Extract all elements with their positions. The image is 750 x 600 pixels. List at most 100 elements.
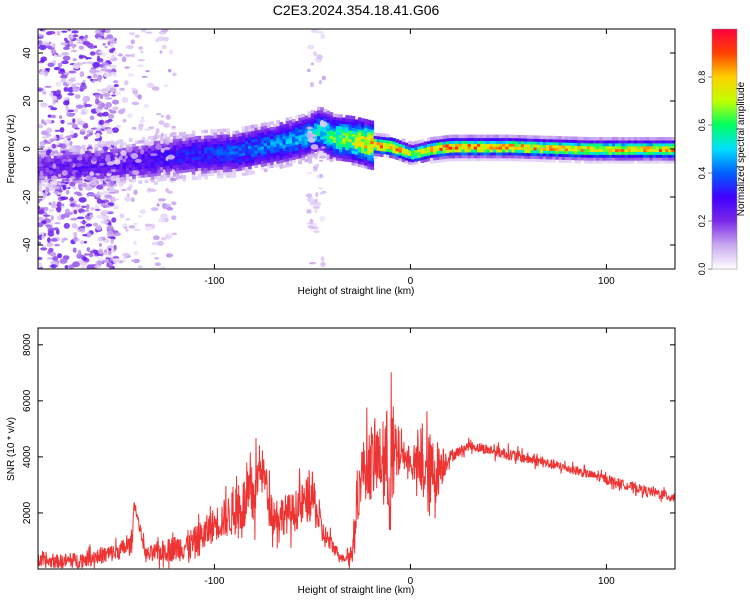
heatmap-noise-blob [119, 87, 126, 91]
heatmap-cell [241, 129, 246, 133]
heatmap-cell [270, 161, 274, 166]
heatmap-cell [182, 166, 186, 170]
heatmap-cell [662, 145, 666, 150]
heatmap-cell [552, 153, 556, 157]
heatmap-cell [179, 152, 183, 156]
heatmap-cell [357, 149, 362, 153]
heatmap-cell [342, 123, 346, 127]
heatmap-noise-blob [88, 252, 94, 258]
heatmap-cell [370, 155, 375, 159]
heatmap-cell [552, 147, 556, 151]
heatmap-cell [426, 157, 431, 162]
heatmap-cell [125, 164, 130, 169]
heatmap-noise-blob [81, 61, 88, 64]
heatmap-cell [452, 151, 456, 156]
heatmap-cell [593, 139, 597, 144]
heatmap-cell [436, 142, 440, 146]
heatmap-noise-blob [76, 38, 81, 42]
heatmap-cell [276, 151, 280, 156]
heatmap-cell [499, 154, 503, 159]
heatmap-cell [408, 161, 412, 165]
heatmap-cell [238, 167, 243, 171]
heatmap-cell [549, 141, 553, 146]
heatmap-noise-blob [171, 125, 176, 129]
heatmap-cell [163, 160, 168, 164]
heatmap-cell [442, 152, 447, 157]
heatmap-cell [292, 119, 296, 123]
heatmap-noise-blob [133, 240, 137, 246]
heatmap-cell [433, 142, 437, 146]
heatmap-cell [624, 139, 629, 144]
heatmap-cell [270, 138, 274, 142]
heatmap-cell [364, 150, 368, 155]
heatmap-cell [235, 153, 240, 157]
heatmap-cell [169, 167, 174, 172]
heatmap-cell [197, 176, 202, 180]
heatmap-cell [292, 144, 296, 149]
heatmap-cell [204, 147, 208, 151]
heatmap-noise-blob [75, 104, 84, 109]
heatmap-cell [110, 151, 114, 156]
heatmap-noise-blob [53, 185, 61, 190]
heatmap-cell [480, 149, 484, 153]
heatmap-cell [621, 160, 625, 164]
heatmap-cell [599, 148, 603, 152]
heatmap-cell [495, 151, 500, 156]
heatmap-cell [354, 125, 359, 129]
heatmap-cell [210, 158, 215, 162]
heatmap-noise-blob [76, 192, 83, 197]
heatmap-cell [668, 142, 672, 147]
heatmap-noise-blob [56, 201, 62, 207]
heatmap-cell [357, 123, 362, 127]
heatmap-noise-blob [74, 82, 82, 86]
heatmap-cell [179, 143, 183, 148]
heatmap-cell [132, 161, 136, 165]
heatmap-cell [150, 178, 155, 183]
heatmap-cell [279, 150, 284, 155]
heatmap-cell [119, 165, 124, 169]
heatmap-cell [477, 157, 481, 162]
heatmap-noise-blob [82, 219, 86, 225]
heatmap-cell [332, 122, 337, 126]
heatmap-cell [301, 125, 306, 129]
heatmap-cell [655, 137, 660, 141]
heatmap-cell [520, 143, 525, 148]
heatmap-cell [505, 134, 509, 139]
heatmap-cell [646, 151, 651, 155]
heatmap-cell [426, 149, 431, 153]
heatmap-cell [38, 173, 42, 177]
heatmap-cell [207, 152, 211, 157]
heatmap-cell [185, 137, 190, 141]
heatmap-noise-blob [137, 59, 146, 62]
heatmap-cell [210, 155, 215, 159]
heatmap-cell [69, 174, 74, 178]
heatmap-cell [138, 163, 143, 167]
heatmap-cell [216, 169, 221, 173]
heatmap-cell [608, 142, 613, 147]
heatmap-cell [204, 161, 208, 165]
heatmap-cell [197, 173, 202, 177]
heatmap-cell [166, 159, 171, 164]
heatmap-cell [530, 152, 535, 157]
heatmap-cell [191, 153, 196, 158]
heatmap-cell [226, 160, 230, 164]
heatmap-cell [132, 163, 136, 168]
heatmap-cell [88, 181, 92, 186]
heatmap-cell [433, 148, 437, 152]
heatmap-cell [586, 157, 591, 161]
heatmap-cell [574, 156, 578, 161]
heatmap-cell [282, 164, 287, 168]
heatmap-cell [436, 159, 440, 163]
heatmap-cell [492, 140, 497, 144]
heatmap-cell [564, 147, 569, 152]
heatmap-noise-blob [65, 208, 70, 215]
heatmap-cell [335, 125, 340, 129]
heatmap-cell [229, 157, 233, 161]
heatmap-cell [420, 156, 425, 161]
heatmap-cell [546, 147, 550, 151]
heatmap-cell [213, 129, 218, 133]
heatmap-noise-blob [59, 127, 65, 133]
heatmap-cell [75, 168, 80, 172]
heatmap-cell [643, 151, 647, 155]
heatmap-cell [546, 141, 550, 145]
